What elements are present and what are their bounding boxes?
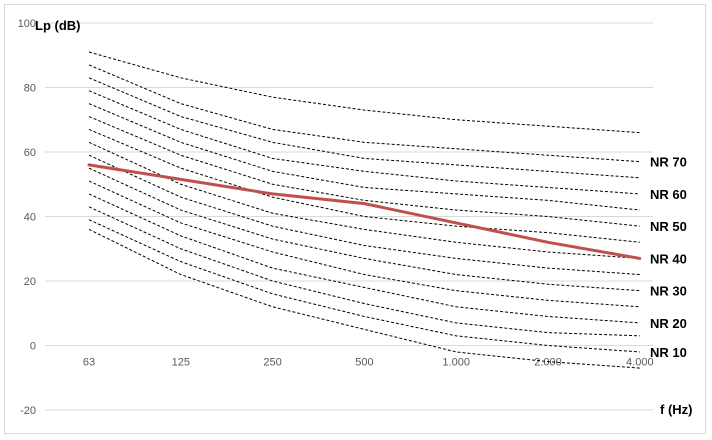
y-tick-label: 20	[24, 276, 36, 288]
y-tick-label: 40	[24, 212, 36, 224]
nr-curve-label: NR 50	[650, 219, 687, 234]
nr-curve-label: NR 70	[650, 155, 687, 170]
nr-curve-label: NR 20	[650, 316, 687, 331]
nr-curve-label: NR 10	[650, 345, 687, 360]
x-tick-label: 2.000	[534, 357, 562, 369]
chart-frame: -20 0 20 40 60 80 100 63 125 250 500 1.000 2.000 4.0…	[4, 4, 706, 434]
x-axis-title: f (Hz)	[660, 402, 693, 417]
nr-curve	[88, 77, 640, 179]
gridlines	[45, 22, 653, 411]
nr-curve-label: NR 60	[650, 187, 687, 202]
x-tick-label: 500	[355, 357, 373, 369]
nr-curve	[88, 219, 640, 353]
nr-curve-labels: NR 10 NR 20 NR 30 NR 40 NR 50 NR 60 NR 70	[650, 155, 687, 360]
nr-curve	[88, 90, 640, 195]
x-tick-label: 250	[263, 357, 281, 369]
x-tick-label: 63	[83, 357, 95, 369]
nr-curve	[88, 193, 640, 324]
nr-curve	[88, 103, 640, 211]
y-tick-label: 0	[30, 341, 36, 353]
measured-line	[87, 163, 642, 260]
y-tick-labels: -20 0 20 40 60 80 100	[18, 18, 36, 417]
nr-curve	[88, 206, 640, 337]
y-tick-label: 60	[24, 147, 36, 159]
nr-curve	[88, 51, 640, 134]
nr-curve	[88, 116, 640, 227]
x-tick-label: 125	[172, 357, 190, 369]
nr-curve	[88, 128, 640, 243]
nr-curve-label: NR 40	[650, 251, 687, 266]
y-tick-label: 100	[18, 18, 36, 30]
nr-curve	[88, 141, 640, 259]
nr-curve	[88, 154, 640, 276]
nr-curve	[88, 167, 640, 292]
x-tick-label: 1.000	[442, 357, 470, 369]
nr-curve	[88, 228, 640, 369]
y-axis-title: Lp (dB)	[35, 18, 80, 33]
x-tick-label: 4.000	[626, 357, 654, 369]
x-tick-labels: 63 125 250 500 1.000 2.000 4.000	[83, 357, 654, 369]
nr-curve	[88, 180, 640, 308]
y-tick-label: 80	[24, 83, 36, 95]
nr-curves-chart: -20 0 20 40 60 80 100 63 125 250 500 1.000 2.000 4.0…	[18, 18, 693, 417]
nr-curve-label: NR 30	[650, 284, 687, 299]
nr-curves	[88, 51, 640, 369]
measured-series	[87, 163, 642, 260]
nr-curve	[88, 64, 640, 163]
y-tick-label: -20	[20, 405, 36, 417]
